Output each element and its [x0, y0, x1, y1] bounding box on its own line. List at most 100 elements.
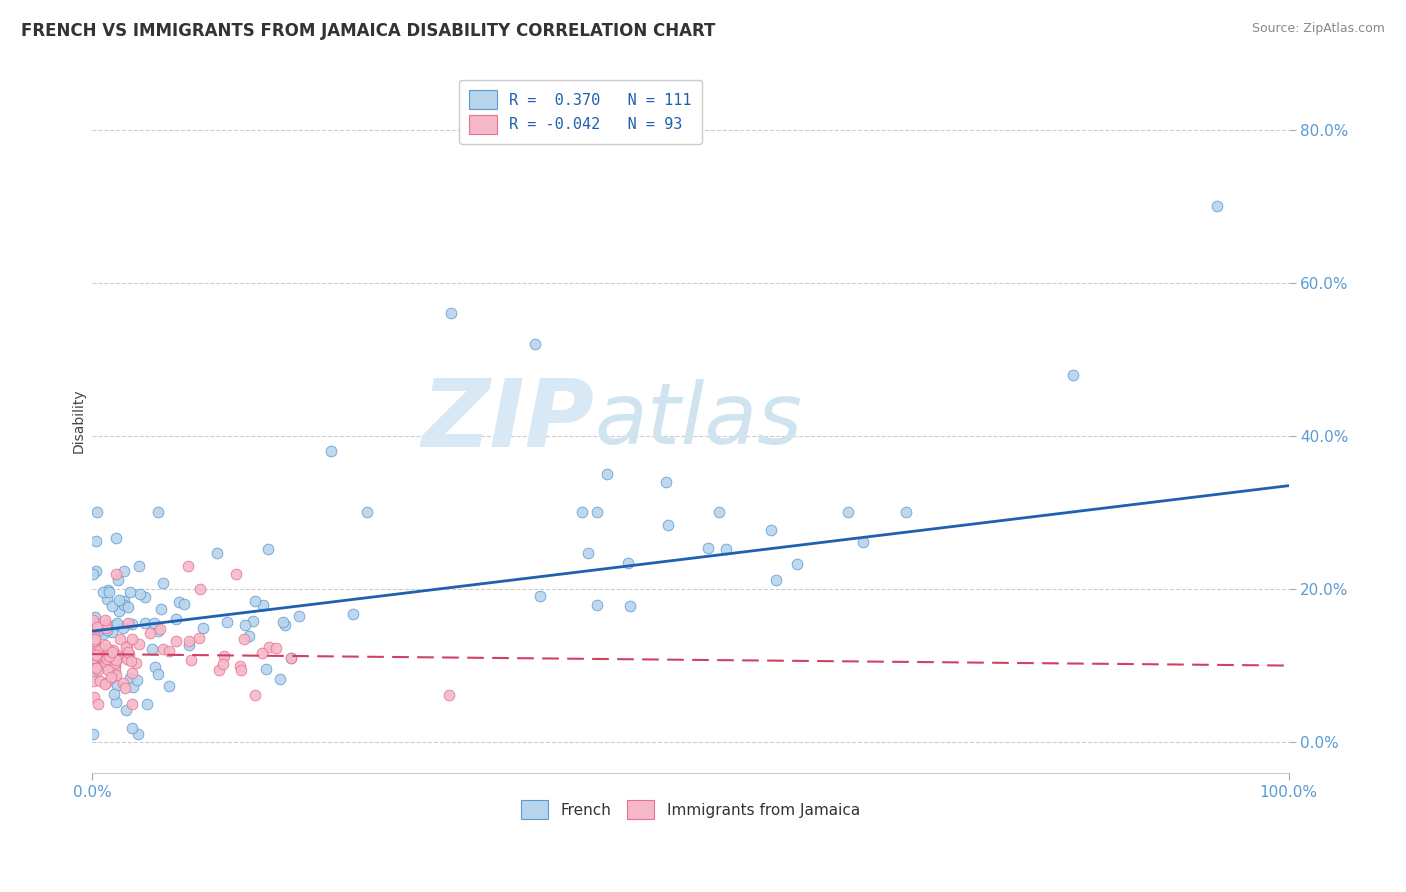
Point: [586, 506, 609, 520]
Point: [127, 727, 149, 741]
Point: [97, 653, 120, 667]
Point: [280, 651, 302, 665]
Point: [101, 624, 124, 639]
Point: [87, 697, 110, 711]
Point: [86, 660, 108, 674]
Point: [571, 506, 593, 520]
Point: [655, 475, 678, 489]
Point: [91, 584, 114, 599]
Point: [134, 615, 156, 630]
Point: [177, 559, 200, 574]
Point: [118, 672, 141, 686]
Point: [211, 657, 233, 671]
Point: [252, 646, 274, 660]
Point: [709, 506, 731, 520]
Point: [94, 613, 117, 627]
Point: [112, 598, 135, 612]
Point: [83, 634, 105, 648]
Point: [586, 599, 609, 613]
Point: [716, 542, 738, 557]
Point: [235, 618, 257, 632]
Point: [576, 546, 599, 560]
Point: [84, 648, 107, 663]
Point: [121, 666, 143, 681]
Point: [121, 722, 143, 736]
Text: ZIP: ZIP: [422, 375, 595, 467]
Point: [837, 506, 859, 520]
Point: [84, 661, 107, 675]
Point: [852, 535, 875, 549]
Point: [91, 627, 114, 641]
Point: [254, 662, 277, 676]
Point: [84, 632, 107, 647]
Point: [83, 653, 105, 667]
Point: [96, 651, 118, 665]
Point: [142, 615, 165, 630]
Point: [108, 592, 131, 607]
Point: [146, 667, 169, 681]
Point: [342, 607, 364, 621]
Point: [83, 655, 105, 669]
Point: [91, 642, 114, 657]
Point: [112, 564, 135, 578]
Point: [117, 640, 139, 654]
Point: [141, 641, 163, 656]
Point: [157, 644, 180, 658]
Point: [112, 594, 135, 608]
Point: [83, 634, 105, 648]
Point: [101, 670, 124, 684]
Point: [529, 590, 551, 604]
Point: [87, 640, 110, 654]
Point: [87, 663, 110, 677]
Point: [697, 541, 720, 555]
Point: [121, 632, 143, 646]
Point: [117, 600, 139, 615]
Point: [89, 641, 111, 656]
Point: [105, 532, 128, 546]
Point: [595, 467, 617, 482]
Point: [214, 648, 236, 663]
Point: [107, 650, 129, 665]
Point: [149, 623, 172, 637]
Point: [84, 655, 107, 669]
Point: [86, 644, 108, 658]
Point: [83, 641, 105, 656]
Point: [100, 670, 122, 684]
Point: [269, 672, 291, 686]
Point: [217, 615, 239, 630]
Point: [134, 590, 156, 604]
Point: [165, 612, 187, 626]
Point: [101, 645, 124, 659]
Point: [96, 591, 118, 606]
Point: [94, 677, 117, 691]
Point: [89, 648, 111, 662]
Point: [104, 695, 127, 709]
Point: [135, 697, 157, 711]
Point: [94, 621, 117, 635]
Point: [90, 649, 112, 664]
Point: [101, 643, 124, 657]
Point: [82, 613, 104, 627]
Point: [94, 617, 117, 632]
Point: [98, 645, 121, 659]
Point: [86, 506, 108, 520]
Point: [115, 640, 138, 655]
Point: [437, 689, 460, 703]
Point: [229, 659, 252, 673]
Point: [104, 659, 127, 673]
Point: [93, 647, 115, 661]
Point: [83, 624, 105, 639]
Point: [173, 597, 195, 611]
Point: [83, 636, 105, 650]
Text: Source: ZipAtlas.com: Source: ZipAtlas.com: [1251, 22, 1385, 36]
Point: [105, 615, 128, 630]
Point: [128, 637, 150, 651]
Point: [91, 646, 114, 660]
Point: [86, 533, 108, 548]
Point: [104, 618, 127, 632]
Point: [238, 629, 260, 643]
Point: [257, 542, 280, 557]
Point: [108, 632, 131, 646]
Point: [83, 625, 105, 640]
Point: [121, 697, 143, 711]
